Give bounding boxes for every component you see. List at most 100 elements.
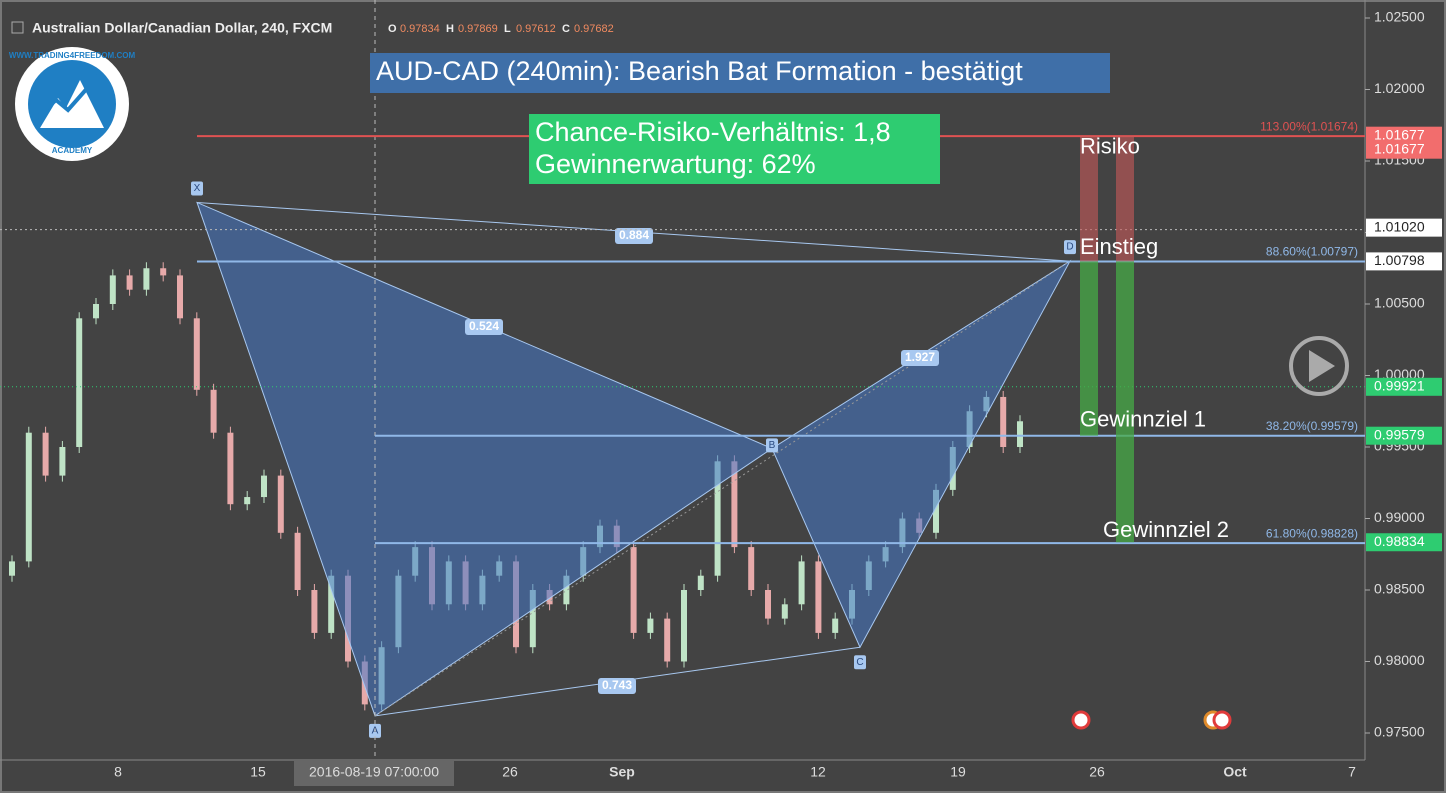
- price-marker-label: 1.01677: [1374, 126, 1425, 142]
- ratio-label: 0.743: [602, 678, 632, 692]
- play-button: [1289, 336, 1349, 396]
- candle: [1000, 396, 1007, 447]
- date-label: Oct: [1223, 764, 1247, 780]
- candle: [681, 590, 687, 662]
- stats-line: Chance-Risiko-Verhältnis: 1,8: [535, 117, 891, 147]
- candle: [277, 475, 284, 533]
- pattern-dotted: [374, 260, 1071, 717]
- date-label: 26: [502, 764, 518, 780]
- candle: [832, 618, 839, 633]
- stats-box: [529, 114, 940, 184]
- risk-zone: [1116, 135, 1134, 262]
- candle: [933, 489, 939, 533]
- candle: [59, 447, 66, 476]
- trade-label: Einstieg: [1080, 234, 1158, 259]
- price-marker-box: [1366, 533, 1442, 552]
- ratio-label: 0.884: [619, 228, 649, 242]
- ohlc-value: 0.97869: [458, 23, 498, 35]
- date-label: 19: [950, 764, 966, 780]
- candle: [714, 461, 721, 576]
- ratio-label: 1.927: [905, 350, 935, 364]
- candle: [563, 575, 570, 605]
- candle: [143, 268, 150, 290]
- price-tick-label: 1.02500: [1374, 9, 1425, 25]
- price-marker-box: [1366, 140, 1442, 159]
- candle: [697, 575, 704, 590]
- candle: [109, 275, 116, 304]
- stats-line: Gewinnerwartung: 62%: [535, 149, 816, 179]
- price-marker-label: 0.98834: [1374, 533, 1425, 549]
- date-label: 8: [114, 764, 122, 780]
- reward-zone: [1116, 261, 1134, 543]
- price-marker-box: [1366, 126, 1442, 145]
- risk-zone: [1080, 135, 1098, 262]
- title: AUD-CAD (240min): Bearish Bat Formation …: [376, 56, 1023, 86]
- price-tick-label: 0.98500: [1374, 581, 1425, 597]
- candle: [227, 432, 234, 505]
- ohlc-key: H: [446, 23, 454, 35]
- ohlc-key: O: [388, 23, 397, 35]
- logo-arrow: [34, 74, 100, 120]
- pattern-point-label: D: [1066, 242, 1073, 253]
- candle: [529, 590, 536, 648]
- fib-label: 38.20%(0.99579): [1266, 419, 1358, 433]
- date-label: 7: [1348, 764, 1356, 780]
- candle: [765, 590, 771, 619]
- candle: [126, 275, 133, 290]
- candle: [748, 547, 755, 590]
- ohlc-value: 0.97612: [516, 23, 556, 35]
- ohlc-value: 0.97834: [400, 23, 440, 35]
- candle: [42, 432, 49, 476]
- pattern-point-label: C: [856, 657, 863, 668]
- candle: [328, 575, 335, 633]
- candle: [210, 389, 217, 433]
- title-box: [370, 53, 1110, 93]
- logo-url: WWW.TRADING4FREEDOM.COM: [9, 51, 136, 60]
- price-tick-label: 0.98000: [1374, 652, 1425, 668]
- candle: [261, 475, 267, 498]
- pattern-point-box: [766, 438, 778, 453]
- date-label: 2016-08-19 07:00:00: [309, 764, 439, 780]
- fib-label: 88.60%(1.00797): [1266, 245, 1358, 259]
- ratio-box: [465, 319, 503, 335]
- ohlc-value: 0.97682: [574, 23, 614, 35]
- play-icon: [1309, 350, 1335, 382]
- candle: [311, 590, 318, 633]
- price-marker-label: 1.01677: [1374, 140, 1425, 156]
- candle: [25, 432, 32, 562]
- candle: [815, 561, 822, 633]
- date-label: 12: [810, 764, 826, 780]
- ratio-box: [615, 228, 653, 244]
- fib-label: 61.80%(0.98828): [1266, 526, 1358, 540]
- candle: [160, 268, 167, 276]
- price-marker-label: 1.00798: [1374, 252, 1425, 268]
- candle: [294, 532, 301, 590]
- price-marker-box: [1366, 218, 1442, 237]
- pattern-point-label: B: [769, 440, 776, 451]
- trade-label: Gewinnziel 2: [1103, 517, 1229, 542]
- candle: [177, 275, 183, 319]
- reward-zone: [1080, 261, 1098, 436]
- symbol-label: Australian Dollar/Canadian Dollar, 240, …: [32, 20, 332, 36]
- candle: [244, 497, 251, 505]
- crosshair-date-box: [294, 760, 454, 786]
- price-tick-label: 0.97500: [1374, 724, 1425, 740]
- price-marker-box: [1366, 252, 1442, 271]
- price-tick-label: 0.99000: [1374, 509, 1425, 525]
- price-tick-label: 1.00500: [1374, 295, 1425, 311]
- date-label: 26: [1089, 764, 1105, 780]
- candle: [664, 618, 671, 662]
- ratio-box: [901, 350, 939, 366]
- candle: [781, 604, 788, 619]
- trade-label: Gewinnziel 1: [1080, 407, 1206, 432]
- candle: [93, 304, 99, 319]
- pattern-point-box: [1064, 240, 1076, 255]
- ratio-box: [598, 678, 636, 694]
- ratio-label: 0.524: [469, 319, 499, 333]
- price-marker-label: 1.01020: [1374, 218, 1425, 234]
- candle: [798, 561, 805, 605]
- event-icon: [1212, 710, 1232, 730]
